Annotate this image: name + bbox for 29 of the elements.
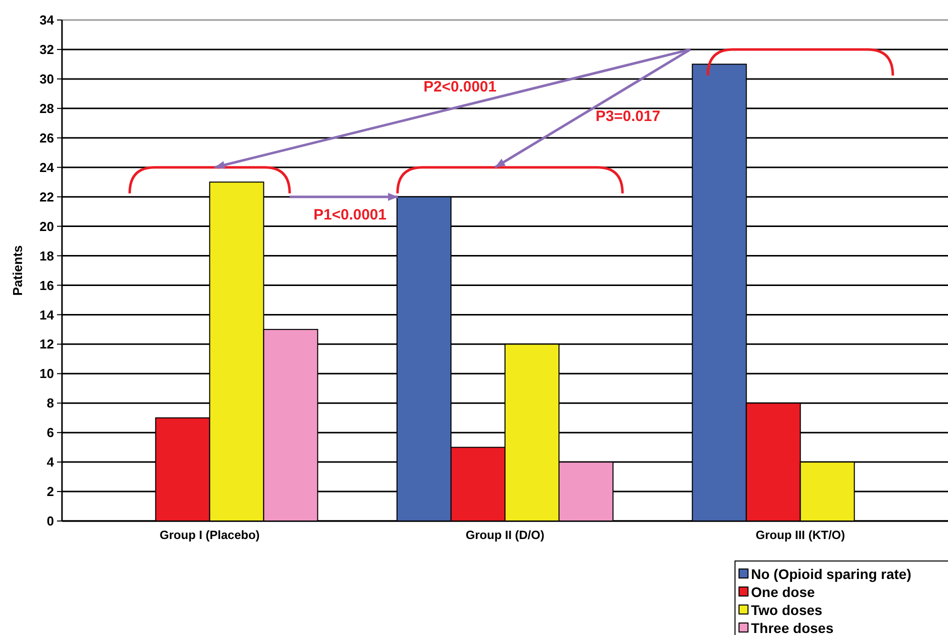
x-tick-label: Group I (Placebo) (160, 528, 260, 542)
y-tick-label: 4 (46, 454, 55, 470)
y-tick-label: 0 (46, 514, 54, 529)
y-tick-label: 34 (40, 12, 55, 28)
y-tick-label: 12 (40, 336, 54, 352)
y-tick-label: 8 (46, 396, 54, 411)
y-tick-label: 2 (46, 484, 54, 500)
annotation: P2<0.0001 (424, 78, 496, 96)
y-tick-label: 32 (40, 42, 54, 58)
y-tick-label: 14 (40, 307, 55, 322)
x-tick-label: Group III (KT/O) (756, 528, 845, 542)
y-tick-label: 24 (40, 160, 55, 175)
legend-label: One dose (751, 584, 816, 600)
annotation: P1<0.0001 (314, 206, 386, 224)
legend-label: No (Opioid sparing rate) (751, 566, 912, 582)
y-tick-label: 30 (40, 71, 54, 86)
annotation: P3=0.017 (596, 108, 660, 125)
y-tick-label: 10 (40, 366, 54, 382)
legend-label: Two doses (751, 602, 823, 618)
y-tick-label: 26 (40, 130, 54, 146)
y-tick-label: 28 (40, 100, 54, 116)
y-axis-title: Patients (10, 245, 25, 296)
y-tick-label: 6 (46, 425, 54, 440)
y-tick-label: 20 (40, 218, 54, 234)
x-tick-label: Group II (D/O) (466, 528, 544, 542)
y-tick-label: 16 (40, 278, 54, 293)
y-tick-label: 22 (40, 189, 54, 204)
y-tick-label: 18 (40, 248, 54, 264)
legend-label: Three doses (751, 620, 834, 635)
